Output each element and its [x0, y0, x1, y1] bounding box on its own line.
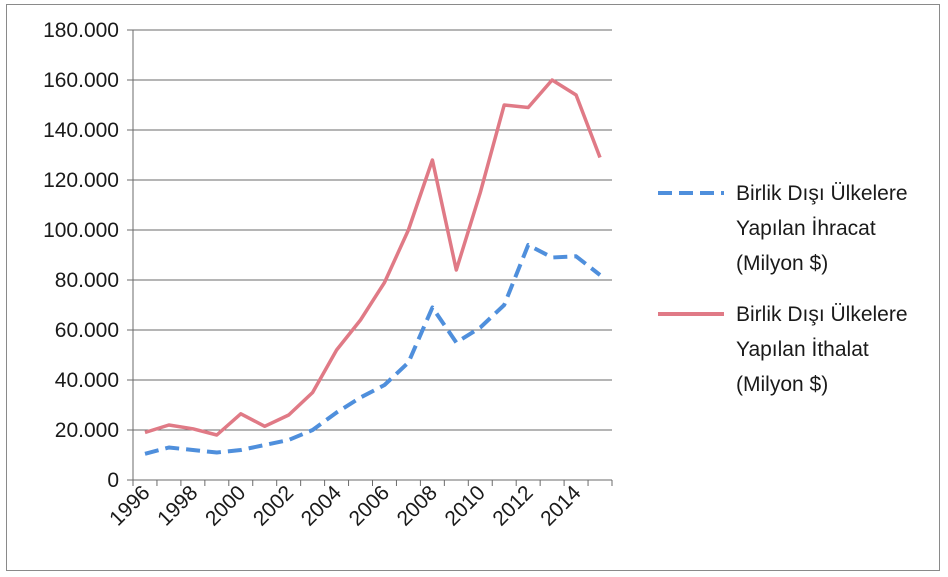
x-tick-label: 2000 — [201, 481, 250, 530]
legend-label-imports-line-2: Yapılan İthalat — [736, 338, 869, 361]
series-line-imports — [144, 78, 602, 437]
y-tick-label: 80.000 — [55, 269, 119, 292]
legend-item-exports[interactable]: Birlik Dışı Ülkelere Yapılan İhracat (Mi… — [650, 176, 940, 281]
y-tick-label: 40.000 — [55, 369, 119, 392]
legend-label-exports-line-2: Yapılan İhracat — [736, 217, 876, 240]
series-line-exports — [144, 243, 602, 456]
y-tick-label: 120.000 — [43, 169, 119, 192]
y-tick-label: 160.000 — [43, 69, 119, 92]
x-tick-label: 2014 — [536, 481, 586, 531]
x-tick-label: 1998 — [153, 481, 202, 530]
x-tick-label: 2002 — [249, 481, 298, 530]
legend-label-imports-line-3: (Milyon $) — [736, 373, 829, 396]
legend-item-imports[interactable]: Birlik Dışı Ülkelere Yapılan İthalat (Mi… — [650, 297, 940, 402]
axes — [127, 29, 613, 486]
y-tick-label: 180.000 — [43, 19, 119, 42]
series-lines — [144, 78, 602, 456]
x-tick-label: 2004 — [297, 481, 347, 531]
y-tick-labels: 0 20.000 40.000 60.000 80.000 100.000 120.000 1… — [43, 19, 119, 492]
legend-label-imports-line-1: Birlik Dışı Ülkelere — [736, 303, 908, 326]
x-tick-label: 2008 — [393, 481, 442, 530]
x-tick-label: 2006 — [345, 481, 394, 530]
gridlines — [133, 29, 612, 431]
y-tick-label: 60.000 — [55, 319, 119, 342]
y-tick-label: 20.000 — [55, 419, 119, 442]
legend-swatch-imports — [658, 312, 724, 316]
x-tick-label: 2010 — [441, 481, 490, 530]
y-tick-label: 100.000 — [43, 219, 119, 242]
chart-frame — [6, 4, 940, 571]
x-tick-label: 2012 — [488, 481, 537, 530]
y-tick-label: 0 — [107, 469, 119, 492]
legend-label-exports-line-1: Birlik Dışı Ülkelere — [736, 182, 908, 205]
y-tick-label: 140.000 — [43, 119, 119, 142]
legend-swatch-exports — [658, 191, 724, 195]
legend-label-exports-line-3: (Milyon $) — [736, 252, 829, 275]
legend: Birlik Dışı Ülkelere Yapılan İhracat (Mi… — [650, 176, 940, 418]
